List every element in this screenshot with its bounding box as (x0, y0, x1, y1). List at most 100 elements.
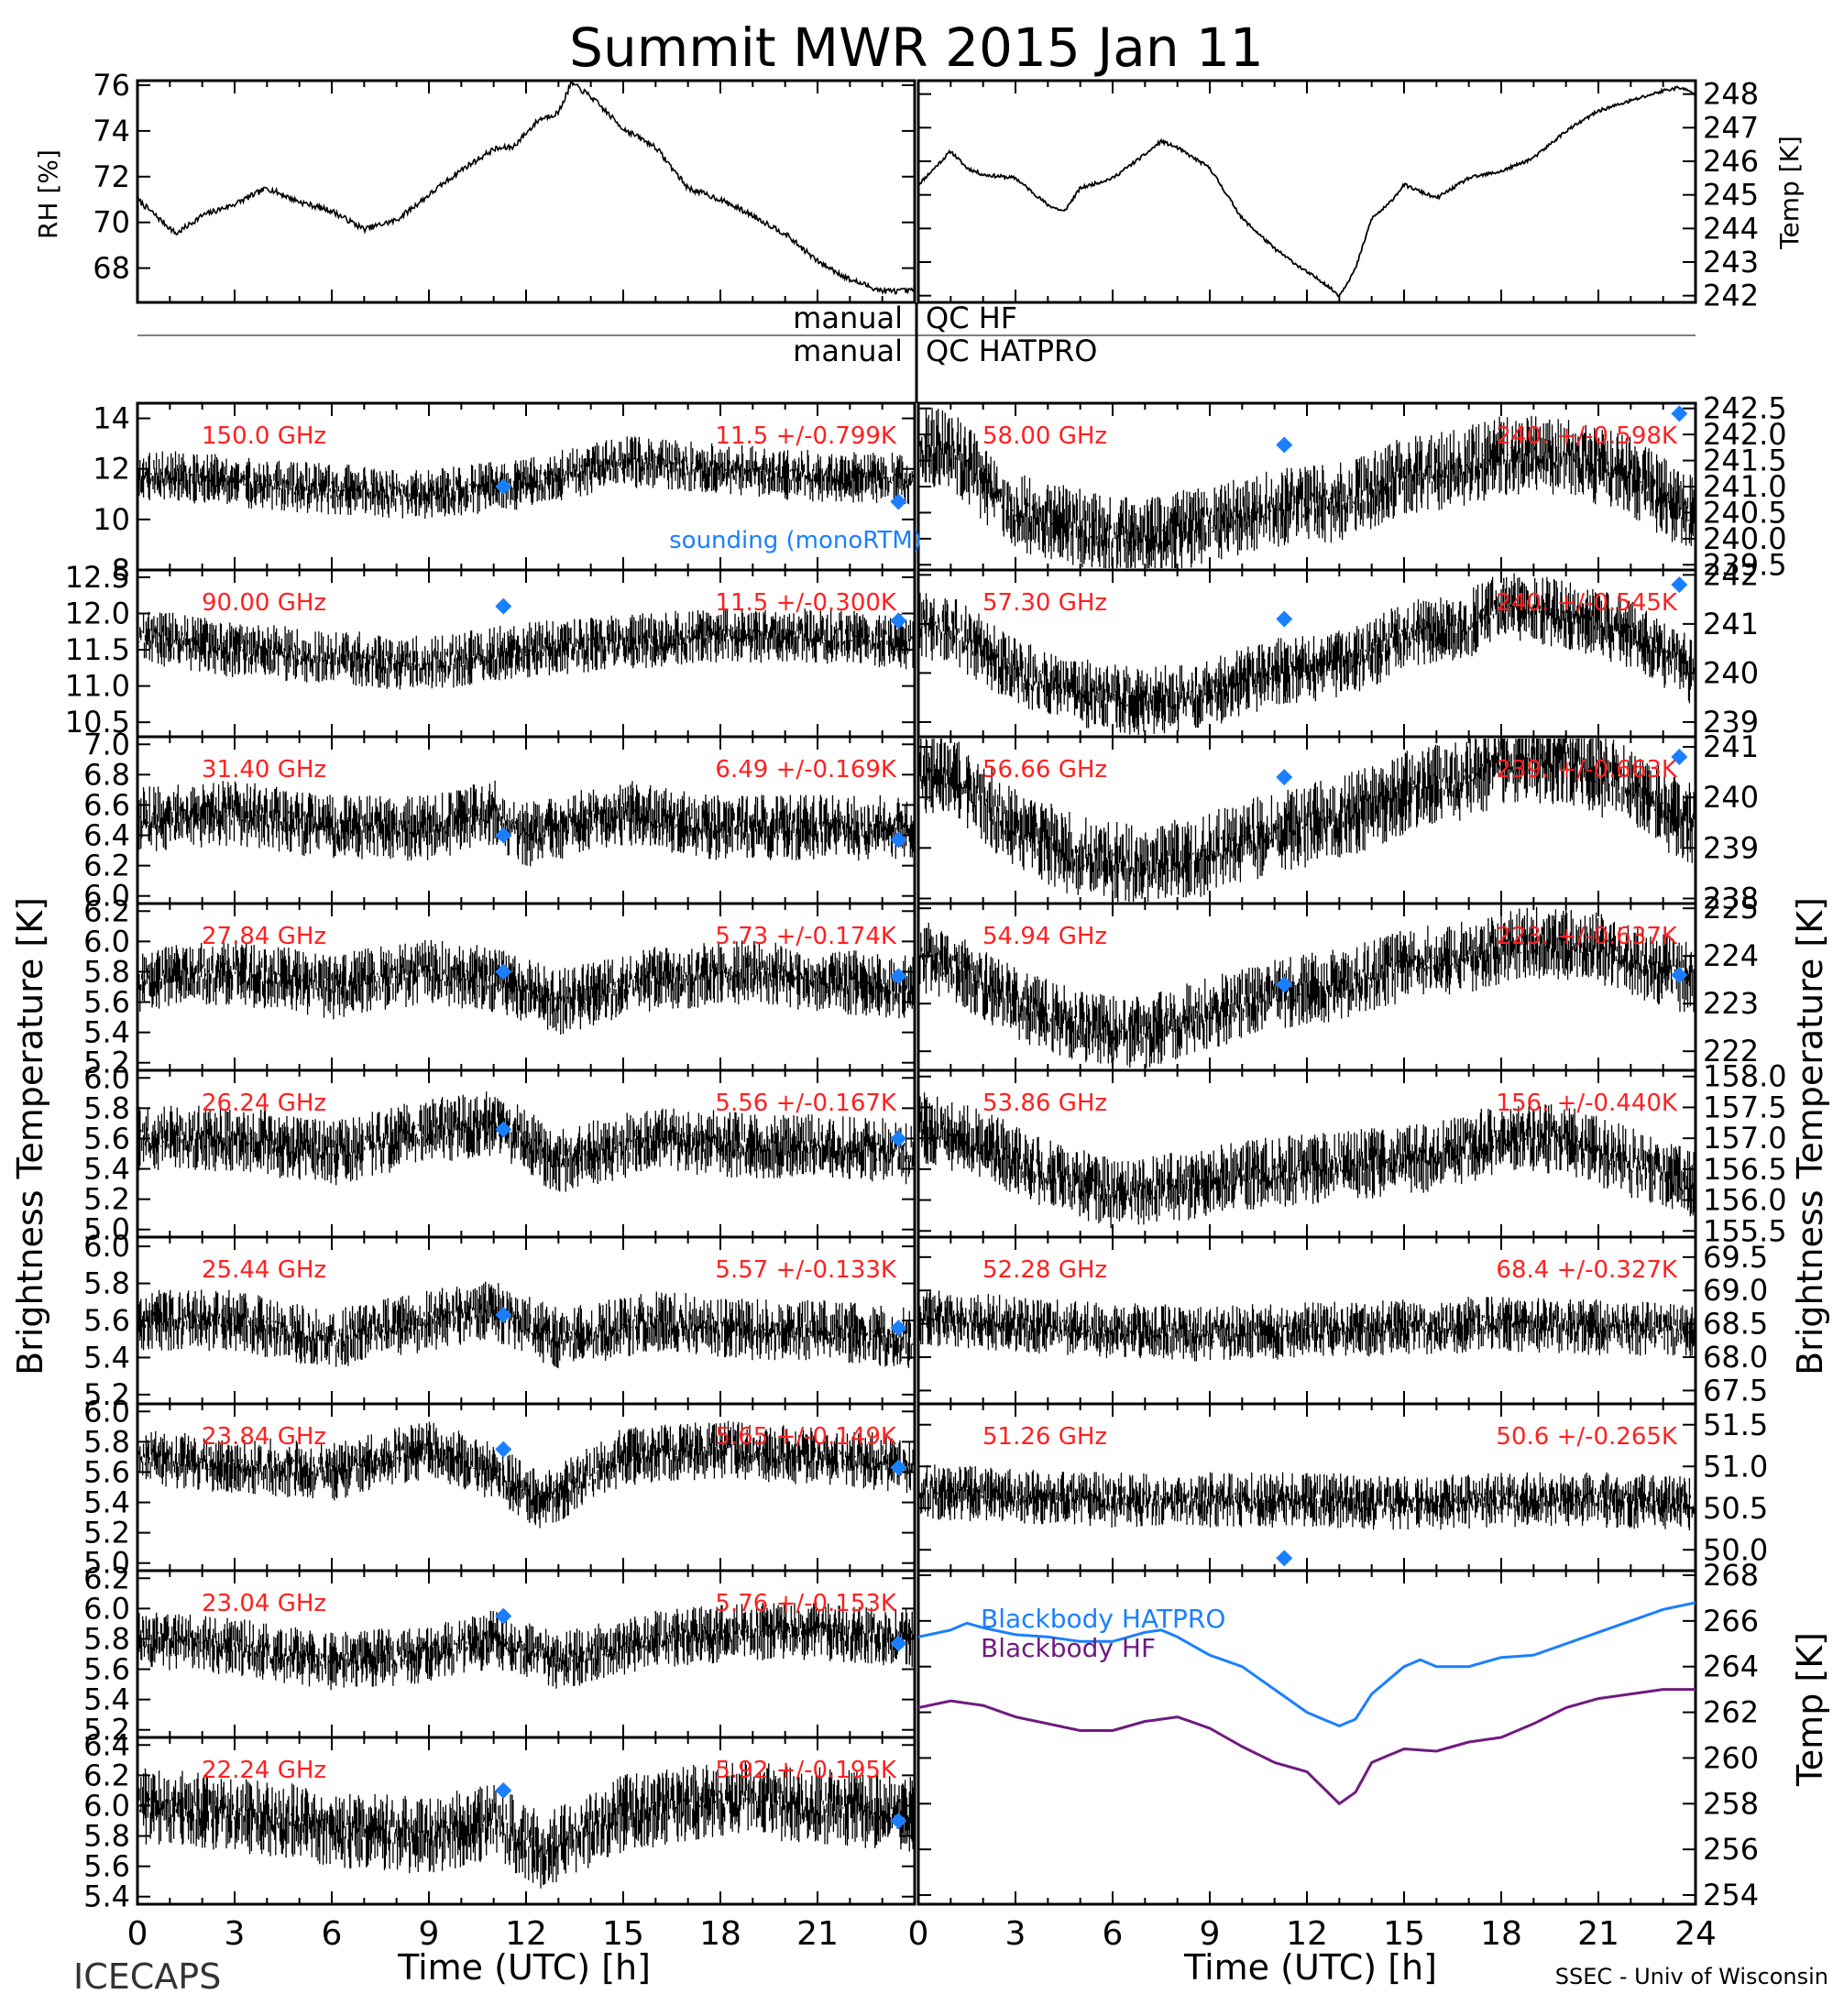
y-tick-label: 5.8 (83, 1819, 130, 1854)
y-tick-label: 5.2 (83, 1377, 130, 1412)
sounding-point (495, 478, 512, 495)
y-tick-label: 243 (1703, 245, 1759, 279)
y-tick-label: 76 (93, 68, 130, 103)
panel-90.00-ghz: 10.511.011.512.012.5 90.00 GHz 11.5 +/-0.3… (65, 560, 916, 740)
rh-panel: 68 70 72 74 76 (93, 68, 916, 304)
temp-series-line (917, 85, 1696, 298)
frequency-label: 57.30 GHz (982, 589, 1107, 617)
blackbody-hatpro-line (917, 1601, 1696, 1728)
tb-series-trace (917, 906, 1696, 1068)
sounding-point (495, 1781, 512, 1799)
y-tick-label: 264 (1703, 1649, 1759, 1684)
y-tick-label: 51.0 (1703, 1449, 1768, 1484)
stats-label: 68.4 +/-0.327K (1496, 1256, 1678, 1284)
y-tick-label: 244 (1703, 211, 1759, 246)
y-tick-label: 12.0 (65, 596, 130, 630)
footer-ssec: SSEC - Univ of Wisconsin (1555, 1964, 1828, 1989)
y-tick-label: 68.5 (1703, 1307, 1768, 1342)
y-tick-label: 6.0 (83, 1591, 130, 1626)
y-tick-label: 268 (1703, 1558, 1759, 1593)
y-tick-label: 240.0 (1703, 521, 1787, 556)
stats-label: 5.65 +/-0.149K (715, 1423, 897, 1451)
sounding-point (1671, 576, 1688, 594)
y-tick-label: 6.2 (83, 893, 130, 928)
x-tick-label-left: 3 (225, 1915, 246, 1953)
x-tick-label-right: 24 (1674, 1915, 1717, 1953)
blackbody-hatpro-legend: Blackbody HATPRO (981, 1604, 1225, 1634)
rh-panel-frame (136, 79, 916, 304)
y-tick-label: 157.5 (1703, 1090, 1787, 1124)
y-tick-label: 242.5 (1703, 391, 1787, 426)
panel-27.84-ghz: 5.25.45.65.86.06.2 27.84 GHz 5.73 +/-0.174… (83, 893, 916, 1080)
tb-series-trace (137, 1281, 916, 1369)
y-tick-label: 6.8 (83, 757, 130, 792)
y-tick-label: 11.5 (65, 632, 130, 667)
y-tick-label: 241 (1703, 607, 1759, 641)
panel-25.44-ghz: 5.25.45.65.86.0 25.44 GHz 5.57 +/-0.133K (83, 1229, 916, 1412)
y-tick-label: 240.5 (1703, 495, 1787, 530)
tb-series-trace (137, 436, 916, 519)
stats-label: 239. +/-0.663K (1496, 756, 1678, 783)
footer-icecaps: ICECAPS (73, 1956, 221, 1997)
frequency-label: 53.86 GHz (982, 1090, 1107, 1117)
y-tick-label: 238 (1703, 881, 1759, 915)
x-tick-label-right: 21 (1577, 1915, 1619, 1953)
y-tick-label: 10.5 (65, 705, 130, 740)
y-tick-label: 5.4 (83, 1485, 130, 1520)
bb-temp-axis-label: Temp [K] (1790, 1632, 1830, 1787)
panel-52.28-ghz: 67.568.068.569.069.5 52.28 GHz 68.4 +/-0.3… (916, 1235, 1768, 1408)
sounding-point (495, 1607, 512, 1625)
frequency-label: 58.00 GHz (982, 422, 1107, 450)
y-tick-label: 240 (1703, 655, 1759, 690)
sounding-point (495, 1306, 512, 1323)
x-tick-label-right: 6 (1103, 1915, 1124, 1953)
rh-axis-label: RH [%] (33, 149, 63, 239)
y-tick-label: 241.5 (1703, 444, 1787, 478)
y-tick-label: 5.8 (83, 954, 130, 989)
x-tick-label-left: 21 (796, 1915, 839, 1953)
qc-manual-hatpro: manual (793, 334, 903, 368)
y-tick-label: 155.5 (1703, 1213, 1787, 1248)
y-tick-label: 266 (1703, 1604, 1759, 1638)
y-tick-label: 5.8 (83, 1621, 130, 1656)
frequency-label: 31.40 GHz (202, 756, 326, 783)
sounding-point (495, 963, 512, 981)
y-tick-label: 5.2 (83, 1516, 130, 1550)
blackbody-panel: 254 256 258 260 262 264 266 268 Blackbody HATPRO… (916, 1558, 1759, 1912)
rh-series-line (137, 80, 916, 295)
y-tick-label: 5.4 (83, 1682, 130, 1717)
y-tick-label: 5.8 (83, 1424, 130, 1459)
y-tick-label: 50.5 (1703, 1491, 1768, 1526)
plot-area: 6870727476242243244245246247248810121415… (65, 68, 1787, 1953)
frequency-label: 27.84 GHz (202, 923, 326, 950)
y-tick-label: 5.4 (83, 1015, 130, 1050)
stats-label: 240. +/-0.545K (1496, 589, 1678, 617)
x-tick-label-left: 12 (505, 1915, 547, 1953)
sounding-point (890, 1130, 907, 1147)
sounding-point (890, 1459, 907, 1476)
sounding-point (1671, 749, 1688, 766)
panel-57.30-ghz: 239 240 241 242 57.30 GHz 240. +/-0.545K (916, 557, 1759, 740)
x-tick-label-right: 0 (908, 1915, 929, 1953)
panel-31.40-ghz: 6.06.26.46.66.87.0 31.40 GHz 6.49 +/-0.169… (83, 727, 916, 914)
sounding-point (890, 1635, 907, 1652)
y-tick-label: 223 (1703, 986, 1759, 1021)
sounding-point (890, 831, 907, 849)
stats-label: 11.5 +/-0.300K (715, 589, 897, 617)
y-tick-label: 245 (1703, 178, 1759, 213)
panel-26.24-ghz: 5.05.25.45.65.86.0 26.24 GHz 5.56 +/-0.167… (83, 1060, 916, 1247)
y-tick-label: 6.2 (83, 1561, 130, 1595)
x-axis-label-left: Time (UTC) [h] (397, 1947, 651, 1988)
y-tick-label: 67.5 (1703, 1373, 1768, 1408)
sounding-point (495, 1121, 512, 1138)
y-tick-label: 5.2 (83, 1182, 130, 1217)
y-tick-label: 5.6 (83, 1454, 130, 1489)
stats-label: 5.56 +/-0.167K (715, 1090, 897, 1117)
y-tick-label: 5.6 (83, 985, 130, 1020)
sounding-point (1276, 769, 1293, 786)
blackbody-hf-legend: Blackbody HF (981, 1633, 1156, 1663)
y-tick-label: 6.2 (83, 849, 130, 883)
sounding-point (890, 493, 907, 510)
